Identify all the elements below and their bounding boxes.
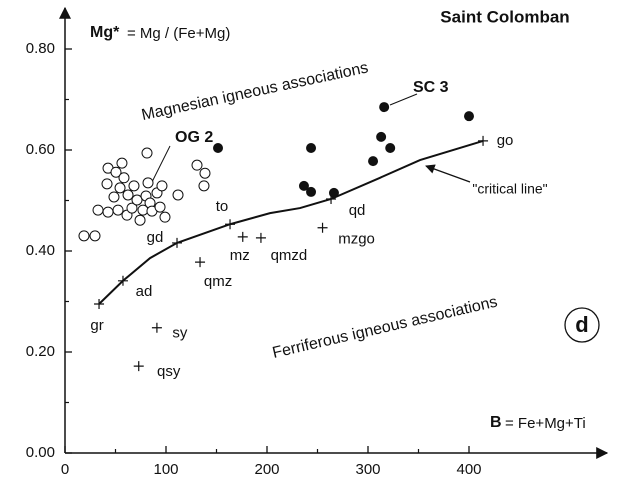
reference-label: mzgo — [338, 231, 375, 248]
scatter-point — [128, 180, 140, 192]
reference-label: to — [216, 198, 229, 215]
scatter-point — [306, 186, 317, 197]
reference-label: ad — [136, 283, 153, 300]
reference-point — [255, 232, 266, 243]
reference-label: mz — [230, 247, 250, 264]
scatter-point — [131, 194, 143, 206]
reference-point — [133, 361, 144, 372]
y-label-symbol: Mg* — [90, 24, 120, 41]
reference-label: qsy — [157, 363, 181, 380]
critical-line — [98, 139, 484, 305]
reference-label: sy — [172, 325, 188, 342]
annotation: Magnesian igneous associations — [140, 59, 370, 124]
reference-point — [237, 231, 248, 242]
reference-point — [225, 219, 236, 230]
scatter-point — [154, 201, 166, 213]
scatter-point — [116, 157, 128, 169]
scatter-point — [78, 230, 90, 242]
chart-title: Saint Colomban — [440, 7, 569, 26]
scatter-point — [122, 189, 134, 201]
scatter-point — [191, 159, 203, 171]
x-tick-label: 300 — [355, 461, 380, 478]
scatter-point — [156, 180, 168, 192]
scatter-point — [108, 191, 120, 203]
scatter-point — [198, 180, 210, 192]
x-label-formula: = Fe+Mg+Ti — [505, 415, 586, 432]
reference-point — [195, 257, 206, 268]
panel-label: d — [575, 312, 588, 337]
scatter-point — [379, 102, 390, 113]
reference-point — [317, 222, 328, 233]
y-tick-label: 0.00 — [26, 444, 55, 461]
scatter-point — [110, 166, 122, 178]
scatter-point — [92, 204, 104, 216]
reference-label: qd — [349, 202, 366, 219]
series-label: SC 3 — [413, 79, 449, 96]
annotation-arrow — [425, 164, 471, 183]
reference-point — [172, 237, 183, 248]
reference-label: qmzd — [271, 247, 308, 264]
scatter-point — [114, 182, 126, 194]
x-tick-label: 100 — [153, 461, 178, 478]
scatter-point — [159, 211, 171, 223]
scatter-point — [172, 189, 184, 201]
scatter-point — [142, 177, 154, 189]
leader-line — [389, 93, 418, 106]
scatter-point — [328, 187, 339, 198]
reference-point — [117, 275, 128, 286]
x-tick-label: 0 — [61, 461, 69, 478]
x-tick-label: 200 — [254, 461, 279, 478]
scatter-point — [89, 230, 101, 242]
panel-circle — [564, 307, 600, 343]
scatter-point — [464, 111, 474, 122]
scatter-point — [141, 147, 153, 159]
reference-point — [151, 322, 162, 333]
reference-label: qmz — [204, 273, 232, 290]
scatter-point — [213, 142, 224, 153]
y-tick-label: 0.80 — [26, 40, 55, 57]
scatter-point — [102, 206, 114, 218]
reference-label: gd — [147, 229, 164, 246]
x-tick-label: 400 — [456, 461, 481, 478]
scatter-point — [199, 167, 211, 179]
y-tick-label: 0.20 — [26, 343, 55, 360]
scatter-point — [385, 142, 396, 153]
scatter-point — [118, 172, 130, 184]
y-tick-label: 0.60 — [26, 141, 55, 158]
annotation: Ferriferous igneous associations — [271, 294, 499, 362]
scatter-point — [126, 202, 138, 214]
reference-point — [94, 299, 105, 310]
y-label-formula: = Mg / (Fe+Mg) — [127, 25, 230, 42]
scatter-point — [112, 204, 124, 216]
reference-point — [478, 135, 489, 146]
y-tick-label: 0.40 — [26, 242, 55, 259]
scatter-point — [101, 178, 113, 190]
scatter-point — [298, 180, 309, 191]
series-label: OG 2 — [175, 129, 213, 146]
leader-line — [149, 145, 171, 187]
scatter-point — [376, 131, 387, 142]
x-label-symbol: B — [490, 414, 502, 431]
scatter-point — [306, 142, 317, 153]
scatter-point — [368, 156, 379, 167]
reference-label: go — [497, 132, 514, 149]
scatter-point — [134, 214, 146, 226]
annotation: "critical line" — [472, 181, 547, 197]
reference-label: gr — [90, 317, 103, 334]
